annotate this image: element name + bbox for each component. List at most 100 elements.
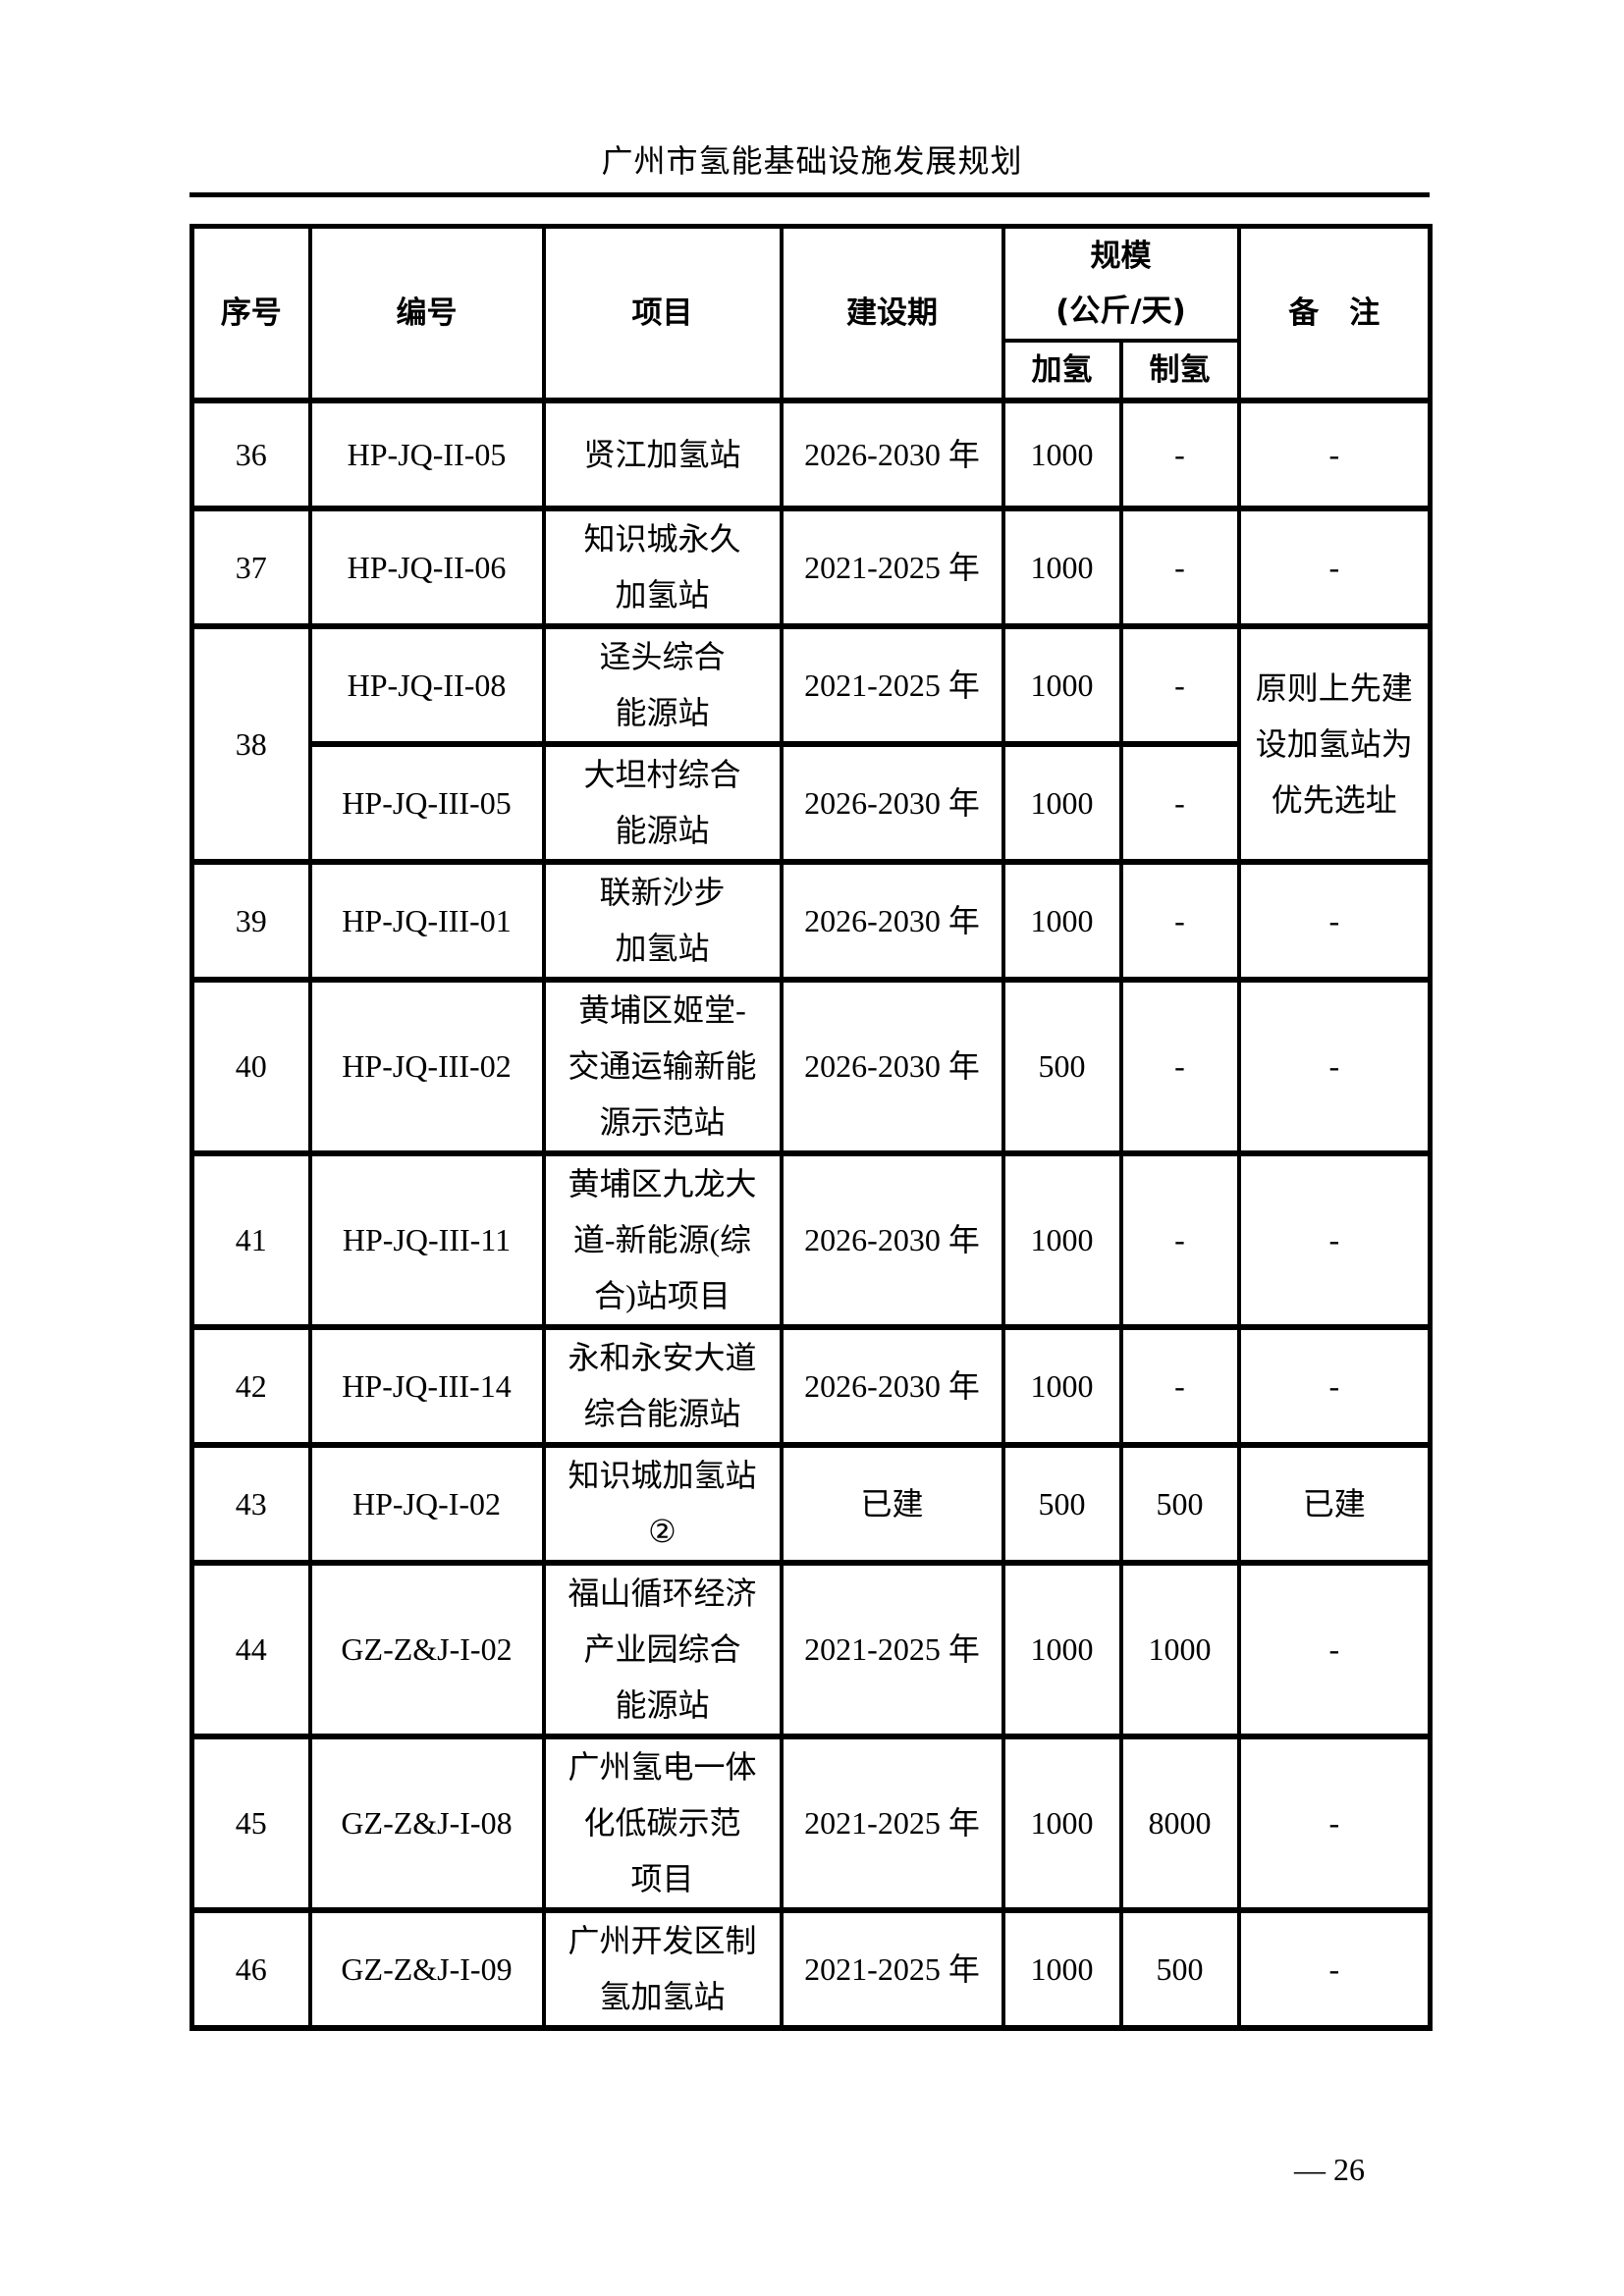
cell-code: GZ-Z&J-I-09 bbox=[307, 1907, 546, 2031]
cell-code: HP-JQ-I-02 bbox=[307, 1442, 546, 1566]
cell-project: 大坦村综合 能源站 bbox=[541, 741, 784, 865]
cell-remark: - bbox=[1236, 859, 1433, 983]
table-row: 39 HP-JQ-III-01 联新沙步 加氢站 2026-2030 年 100… bbox=[189, 859, 1433, 983]
cell-refuel-capacity: 1000 bbox=[1001, 1324, 1123, 1448]
cell-no: 36 bbox=[189, 398, 312, 511]
cell-project: 永和永安大道 综合能源站 bbox=[541, 1324, 784, 1448]
table-row: 36 HP-JQ-II-05 贤江加氢站 2026-2030 年 1000 - … bbox=[189, 398, 1433, 511]
cell-period: 2026-2030 年 bbox=[779, 741, 1005, 865]
col-header-code: 编号 bbox=[307, 224, 546, 402]
cell-project: 知识城加氢站 ② bbox=[541, 1442, 784, 1566]
cell-produce-capacity: - bbox=[1118, 859, 1241, 983]
cell-produce-capacity: 500 bbox=[1118, 1442, 1241, 1566]
cell-refuel-capacity: 500 bbox=[1001, 977, 1123, 1156]
cell-no: 38 bbox=[189, 623, 312, 865]
cell-refuel-capacity: 1000 bbox=[1001, 506, 1123, 629]
cell-no: 43 bbox=[189, 1442, 312, 1566]
table-row-38a: 38 HP-JQ-II-08 迳头综合 能源站 2021-2025 年 1000… bbox=[189, 623, 1433, 865]
cell-refuel-capacity: 1000 bbox=[1001, 1734, 1123, 1913]
col-header-scale: 规模 (公斤/天) bbox=[1001, 224, 1241, 343]
cell-code: HP-JQ-III-11 bbox=[307, 1150, 546, 1330]
cell-refuel-capacity: 1000 bbox=[1001, 1150, 1123, 1330]
table-row: 43 HP-JQ-I-02 知识城加氢站 ② 已建 500 500 已建 bbox=[189, 1442, 1433, 1566]
cell-remark: - bbox=[1236, 1734, 1433, 1913]
cell-period: 2026-2030 年 bbox=[779, 398, 1005, 511]
cell-period: 2021-2025 年 bbox=[779, 506, 1005, 629]
cell-period: 2026-2030 年 bbox=[779, 1324, 1005, 1448]
cell-refuel-capacity: 1000 bbox=[1001, 398, 1123, 511]
cell-produce-capacity: 8000 bbox=[1118, 1734, 1241, 1913]
cell-produce-capacity: - bbox=[1118, 977, 1241, 1156]
cell-produce-capacity: - bbox=[1118, 623, 1241, 747]
cell-produce-capacity: 500 bbox=[1118, 1907, 1241, 2031]
col-header-no: 序号 bbox=[189, 224, 312, 402]
cell-period: 2021-2025 年 bbox=[779, 623, 1005, 747]
table-row: 42 HP-JQ-III-14 永和永安大道 综合能源站 2026-2030 年… bbox=[189, 1324, 1433, 1448]
cell-remark: - bbox=[1236, 1150, 1433, 1330]
cell-code: HP-JQ-II-08 bbox=[307, 623, 546, 747]
cell-code: HP-JQ-III-05 bbox=[307, 741, 546, 865]
col-header-produce: 制氢 bbox=[1118, 339, 1241, 402]
cell-produce-capacity: - bbox=[1118, 398, 1241, 511]
cell-no: 44 bbox=[189, 1560, 312, 1739]
cell-produce-capacity: 1000 bbox=[1118, 1560, 1241, 1739]
cell-no: 41 bbox=[189, 1150, 312, 1330]
table-row-38b: HP-JQ-III-05 大坦村综合 能源站 2026-2030 年 1000 … bbox=[192, 741, 1431, 865]
cell-project: 知识城永久 加氢站 bbox=[541, 506, 784, 629]
cell-no: 45 bbox=[189, 1734, 312, 1913]
cell-period: 2026-2030 年 bbox=[779, 859, 1005, 983]
col-header-remark: 备 注 bbox=[1236, 224, 1433, 402]
cell-produce-capacity: - bbox=[1118, 1150, 1241, 1330]
cell-remark: - bbox=[1236, 1324, 1433, 1448]
cell-period: 已建 bbox=[779, 1442, 1005, 1566]
cell-produce-capacity: - bbox=[1118, 741, 1241, 865]
cell-project: 联新沙步 加氢站 bbox=[541, 859, 784, 983]
cell-project: 黄埔区姬堂- 交通运输新能 源示范站 bbox=[541, 977, 784, 1156]
cell-refuel-capacity: 1000 bbox=[1001, 623, 1123, 747]
table-row: 45 GZ-Z&J-I-08 广州氢电一体 化低碳示范 项目 2021-2025… bbox=[189, 1734, 1433, 1913]
cell-project: 广州开发区制 氢加氢站 bbox=[541, 1907, 784, 2031]
cell-refuel-capacity: 1000 bbox=[1001, 741, 1123, 865]
cell-period: 2026-2030 年 bbox=[779, 1150, 1005, 1330]
cell-remark: - bbox=[1236, 977, 1433, 1156]
cell-remark: - bbox=[1236, 506, 1433, 629]
cell-remark: - bbox=[1236, 398, 1433, 511]
cell-produce-capacity: - bbox=[1118, 506, 1241, 629]
table-header-row-1: 序号 编号 项目 建设期 规模 (公斤/天) 备 注 bbox=[189, 224, 1433, 402]
cell-period: 2026-2030 年 bbox=[779, 977, 1005, 1156]
table-row: 37 HP-JQ-II-06 知识城永久 加氢站 2021-2025 年 100… bbox=[189, 506, 1433, 629]
cell-refuel-capacity: 1000 bbox=[1001, 1560, 1123, 1739]
cell-remark: - bbox=[1236, 1560, 1433, 1739]
cell-remark: 原则上先建 设加氢站为 优先选址 bbox=[1236, 623, 1433, 865]
cell-refuel-capacity: 1000 bbox=[1001, 859, 1123, 983]
col-header-refuel: 加氢 bbox=[1001, 339, 1123, 402]
table-row: 44 GZ-Z&J-I-02 福山循环经济 产业园综合 能源站 2021-202… bbox=[189, 1560, 1433, 1739]
cell-code: HP-JQ-II-05 bbox=[307, 398, 546, 511]
cell-code: HP-JQ-III-02 bbox=[307, 977, 546, 1156]
table-row: 40 HP-JQ-III-02 黄埔区姬堂- 交通运输新能 源示范站 2026-… bbox=[189, 977, 1433, 1156]
cell-no: 46 bbox=[189, 1907, 312, 2031]
cell-no: 37 bbox=[189, 506, 312, 629]
table-header-row-2: 加氢 制氢 bbox=[192, 339, 1431, 402]
hydrogen-projects-table: 序号 编号 项目 建设期 规模 (公斤/天) 备 注 加氢 制氢 36 HP-J… bbox=[189, 224, 1434, 2031]
cell-project: 黄埔区九龙大 道-新能源(综 合)站项目 bbox=[541, 1150, 784, 1330]
table-row: 46 GZ-Z&J-I-09 广州开发区制 氢加氢站 2021-2025 年 1… bbox=[189, 1907, 1433, 2031]
cell-refuel-capacity: 1000 bbox=[1001, 1907, 1123, 2031]
cell-code: HP-JQ-III-01 bbox=[307, 859, 546, 983]
cell-period: 2021-2025 年 bbox=[779, 1907, 1005, 2031]
cell-remark: - bbox=[1236, 1907, 1433, 2031]
cell-project: 迳头综合 能源站 bbox=[541, 623, 784, 747]
cell-code: HP-JQ-III-14 bbox=[307, 1324, 546, 1448]
cell-remark: 已建 bbox=[1236, 1442, 1433, 1566]
cell-code: HP-JQ-II-06 bbox=[307, 506, 546, 629]
page-number: — 26 bbox=[1294, 2152, 1365, 2187]
cell-code: GZ-Z&J-I-02 bbox=[307, 1560, 546, 1739]
header-rule bbox=[189, 192, 1430, 197]
cell-project: 贤江加氢站 bbox=[541, 398, 784, 511]
cell-period: 2021-2025 年 bbox=[779, 1560, 1005, 1739]
document-header-title: 广州市氢能基础设施发展规划 bbox=[601, 143, 1023, 179]
col-header-project: 项目 bbox=[541, 224, 784, 402]
col-header-period: 建设期 bbox=[779, 224, 1005, 402]
cell-project: 广州氢电一体 化低碳示范 项目 bbox=[541, 1734, 784, 1913]
